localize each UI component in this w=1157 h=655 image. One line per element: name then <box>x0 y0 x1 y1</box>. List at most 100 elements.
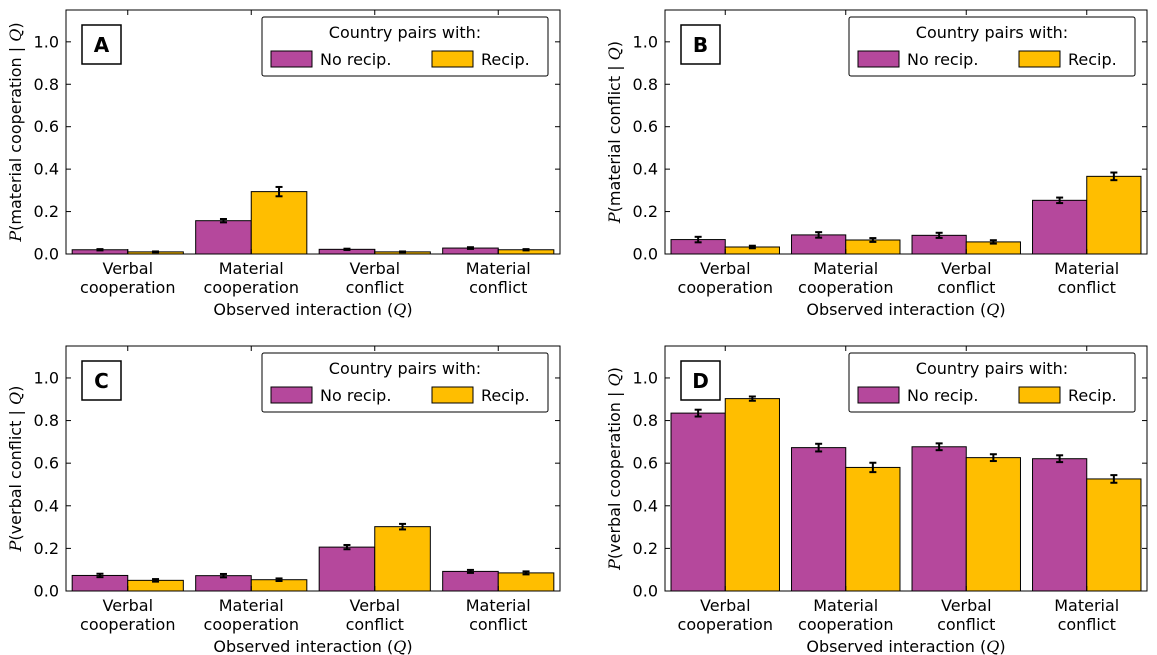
y-axis-title: P(verbal conflict | Q) <box>6 386 25 553</box>
y-tick-label: 0.2 <box>633 202 658 221</box>
x-tick-label: conflict <box>469 615 527 634</box>
x-tick-label: cooperation <box>204 615 299 634</box>
legend: Country pairs with: No recip. Recip. <box>848 352 1136 413</box>
error-bar <box>466 246 474 250</box>
error-bar <box>275 185 283 198</box>
x-axis-title: Observed interaction (Q) <box>213 637 412 655</box>
x-tick-label: Material <box>813 596 878 615</box>
legend-swatch-no-recip <box>857 50 900 68</box>
error-bar <box>466 568 474 574</box>
panel-c: 0.00.20.40.60.81.0VerbalcooperationMater… <box>6 345 561 655</box>
error-bar <box>1056 196 1064 205</box>
bar <box>1086 175 1142 255</box>
x-axis-title: Observed interaction (Q) <box>806 637 1005 655</box>
y-tick-label: 0.4 <box>34 160 59 179</box>
x-tick-label: Verbal <box>102 259 153 278</box>
error-bar <box>989 239 997 245</box>
y-axis-title: P(verbal cooperation | Q) <box>605 367 624 571</box>
error-bar <box>275 577 283 582</box>
x-tick-label: Material <box>466 596 531 615</box>
x-tick-label: Material <box>466 259 531 278</box>
y-tick-label: 0.0 <box>34 582 59 601</box>
y-tick-label: 0.4 <box>633 160 658 179</box>
x-tick-label: cooperation <box>678 278 773 297</box>
legend-title: Country pairs with: <box>916 23 1068 42</box>
legend-frame <box>261 16 549 77</box>
panel-d: 0.00.20.40.60.81.0VerbalcooperationMater… <box>605 345 1148 655</box>
panel-letter: D <box>692 369 709 393</box>
error-bar <box>96 572 104 579</box>
bar <box>1032 199 1088 255</box>
legend-frame <box>848 16 1136 77</box>
axes-frame <box>65 9 561 255</box>
y-tick-label: 0.0 <box>633 245 658 264</box>
y-tick-label: 0.6 <box>633 117 658 136</box>
y-tick-label: 1.0 <box>34 368 59 387</box>
bar <box>497 572 555 592</box>
error-bar <box>522 248 530 252</box>
legend-swatch-recip <box>431 386 474 404</box>
axes-frame <box>664 9 1148 255</box>
y-tick-label: 0.0 <box>633 582 658 601</box>
legend: Country pairs with: No recip. Recip. <box>848 16 1136 77</box>
legend-swatch-recip <box>431 50 474 68</box>
legend-label-no-recip: No recip. <box>907 386 978 405</box>
x-axis-title: Observed interaction (Q) <box>213 300 412 319</box>
panel-letter-box: D <box>680 360 721 401</box>
bar <box>791 447 847 592</box>
panel-letter-box: C <box>81 360 122 401</box>
error-bar <box>96 248 104 252</box>
error-bar <box>694 408 702 418</box>
x-tick-label: Verbal <box>700 596 751 615</box>
bar <box>318 546 376 592</box>
legend-frame <box>261 352 549 413</box>
y-tick-label: 0.6 <box>34 454 59 473</box>
error-bar <box>935 231 943 239</box>
y-tick-label: 0.0 <box>34 245 59 264</box>
legend: Country pairs with: No recip. Recip. <box>261 16 549 77</box>
legend-label-no-recip: No recip. <box>907 50 978 69</box>
y-axis-title: P(material conflict | Q) <box>605 41 624 224</box>
legend-title: Country pairs with: <box>916 359 1068 378</box>
x-tick-label: conflict <box>1058 278 1116 297</box>
error-bar <box>815 442 823 453</box>
legend-title: Country pairs with: <box>329 23 481 42</box>
error-bar <box>219 217 227 224</box>
error-bar <box>522 570 530 576</box>
y-tick-label: 0.8 <box>34 411 59 430</box>
legend-title: Country pairs with: <box>329 359 481 378</box>
bar <box>1086 478 1142 592</box>
y-tick-label: 0.4 <box>34 496 59 515</box>
bar <box>195 220 252 255</box>
x-tick-label: Material <box>1054 259 1119 278</box>
x-tick-label: conflict <box>346 278 404 297</box>
error-bar <box>343 247 351 251</box>
legend-label-no-recip: No recip. <box>320 50 391 69</box>
legend-swatch-recip <box>1018 386 1061 404</box>
legend-swatch-recip <box>1018 50 1061 68</box>
error-bar <box>869 461 877 474</box>
bar <box>911 446 967 592</box>
error-bar <box>869 237 877 243</box>
error-bar <box>935 442 943 452</box>
bar <box>670 412 726 592</box>
bar <box>250 191 308 255</box>
panel-letter-box: A <box>81 24 122 65</box>
x-tick-label: conflict <box>937 278 995 297</box>
x-tick-label: cooperation <box>798 615 893 634</box>
x-tick-label: Verbal <box>349 596 400 615</box>
error-bar <box>1110 171 1118 182</box>
y-tick-label: 0.8 <box>633 75 658 94</box>
error-bar <box>748 244 756 250</box>
legend-label-recip: Recip. <box>1068 50 1117 69</box>
x-axis-title: Observed interaction (Q) <box>806 300 1005 319</box>
x-tick-label: conflict <box>1058 615 1116 634</box>
error-bar <box>989 453 997 463</box>
error-bar <box>815 231 823 239</box>
x-tick-label: Material <box>1054 596 1119 615</box>
x-tick-label: cooperation <box>80 615 175 634</box>
legend: Country pairs with: No recip. Recip. <box>261 352 549 413</box>
x-tick-label: Verbal <box>941 596 992 615</box>
x-tick-label: cooperation <box>798 278 893 297</box>
